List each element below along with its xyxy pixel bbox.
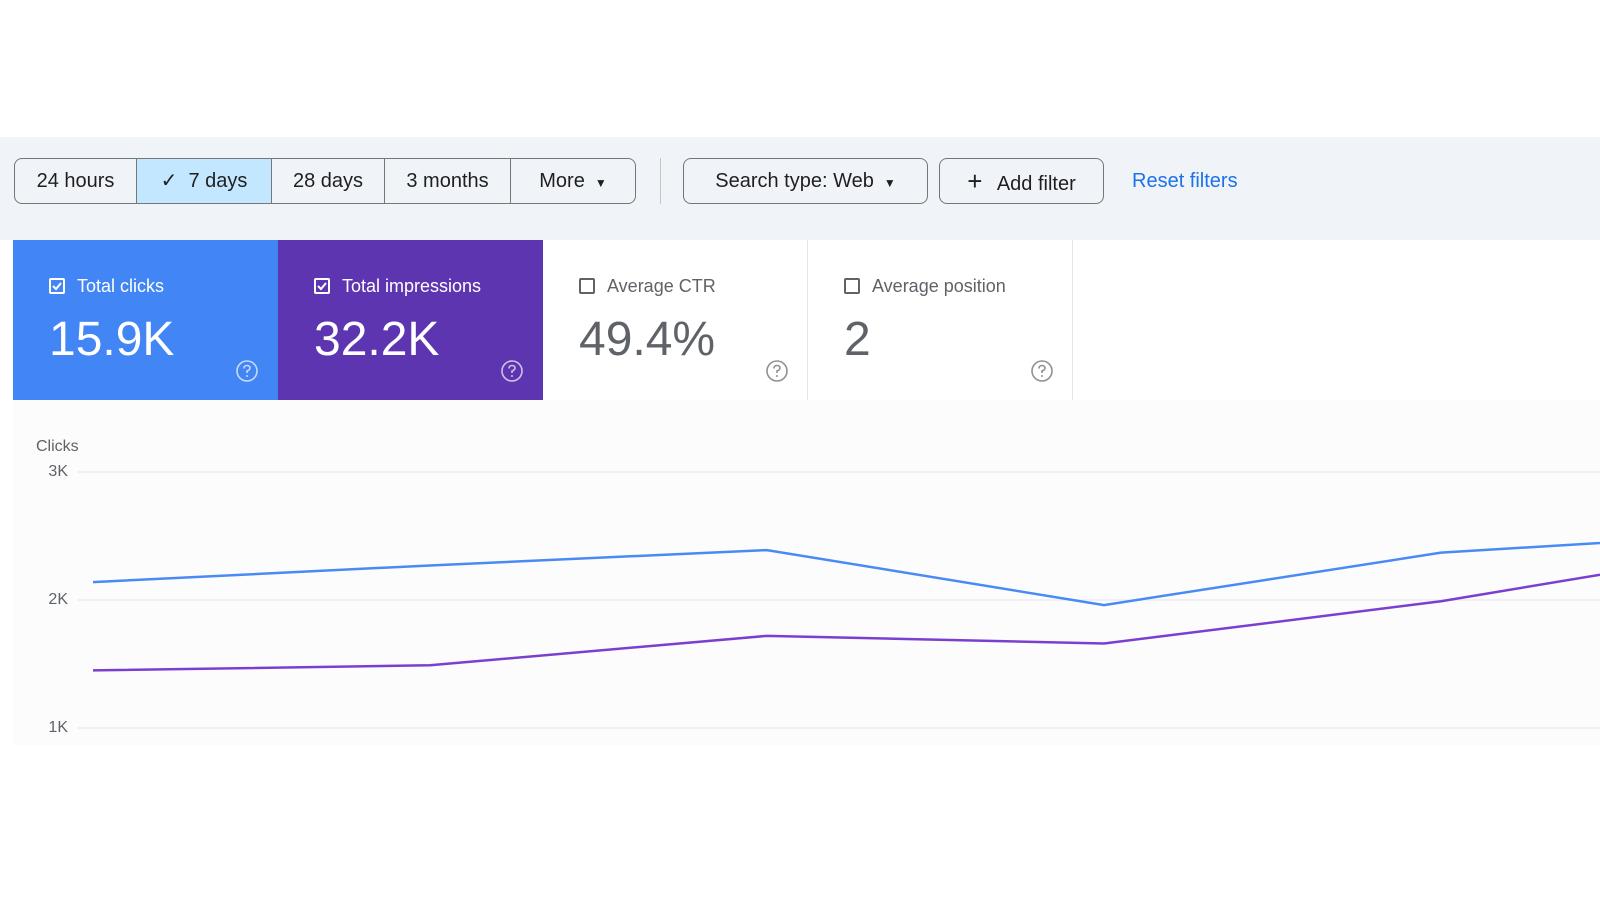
metric-label: Total impressions [342,276,482,296]
button-label: Search type: Web [715,170,874,192]
metric-label: Average position [872,276,1006,296]
metric-label: Average CTR [607,276,716,296]
y-axis-label: Clicks [36,438,79,455]
metric-value: 2 [844,313,871,366]
period-button[interactable]: More ▼ [511,159,635,203]
period-label: More [539,170,585,192]
period-label: 7 days [188,170,248,192]
metric-card[interactable]: Total clicks 15.9K [13,240,278,401]
dropdown-arrow: ▼ [584,176,607,190]
period-button[interactable]: 28 days [272,159,385,203]
series-line [92,541,1600,607]
metric-value: 49.4% [579,313,716,366]
metric-card[interactable]: Total impressions 32.2K [278,240,543,401]
chart-panel: Clicks 3K 2K 1K [13,400,1600,745]
period-selector: 24 hours ✓ 7 days 28 days 3 months More … [14,158,636,204]
y-tick-label: 3K [48,463,68,480]
chart: Clicks 3K 2K 1K [36,438,1600,736]
checkbox [579,278,595,294]
metric-card[interactable]: Average CTR 49.4% [543,240,808,401]
metric-card[interactable]: Average position 2 [808,240,1073,401]
checkbox [314,278,330,294]
search-type-button[interactable]: Search type: Web ▼ [683,158,928,204]
y-tick-label: 2K [48,591,68,608]
metric-value: 15.9K [49,313,175,366]
reset-filters-link[interactable]: Reset filters [1132,170,1238,192]
period-button[interactable]: 3 months [385,159,511,203]
period-button[interactable]: 24 hours [15,159,137,203]
divider [660,158,661,204]
checkbox [844,278,860,294]
check: ✓ [160,170,189,192]
checkbox [49,278,65,294]
period-button[interactable]: ✓ 7 days [137,159,272,203]
metric-label: Total clicks [77,276,165,296]
y-tick-label: 1K [48,719,68,736]
plus-icon: + [967,166,997,196]
dropdown-arrow: ▼ [873,176,896,190]
metric-value: 32.2K [314,313,440,366]
add-filter-button[interactable]: + Add filter [939,158,1104,204]
button-label: Add filter [996,173,1076,195]
series-line [92,573,1600,672]
